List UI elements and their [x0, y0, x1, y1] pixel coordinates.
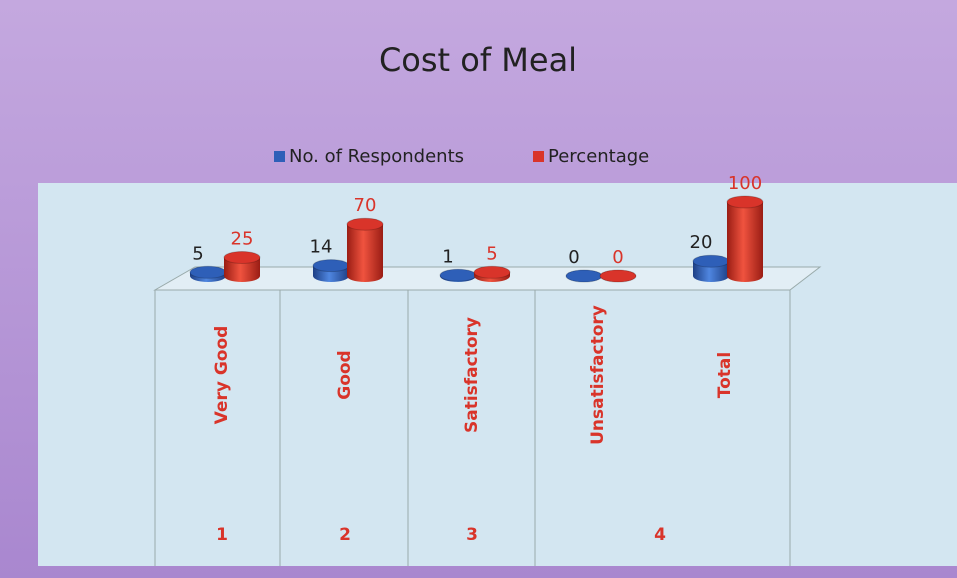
value-label: 25 [231, 229, 254, 250]
chart-title: Cost of Meal [379, 41, 577, 79]
cylinder-top [223, 251, 261, 264]
cylinder [599, 269, 637, 283]
value-label: 70 [354, 195, 377, 216]
value-label: 20 [690, 232, 713, 253]
cylinder-body [347, 224, 383, 276]
legend-swatch [533, 151, 544, 162]
value-label: 100 [728, 173, 762, 194]
cylinder [692, 254, 730, 282]
cylinder-top [565, 269, 603, 283]
value-label: 1 [442, 246, 453, 267]
cylinder-top [346, 217, 384, 231]
row-number: 3 [466, 525, 478, 545]
value-label: 0 [612, 247, 623, 268]
cylinder [439, 268, 477, 282]
row-number: 2 [339, 525, 351, 545]
plot-panel [38, 183, 957, 566]
table-lines [154, 290, 791, 566]
cylinder-top [473, 265, 511, 279]
cylinder-top [189, 265, 227, 279]
cylinder-top [312, 259, 350, 273]
value-label: 14 [310, 237, 333, 258]
cylinder-top [726, 195, 764, 209]
cylinder-top [599, 269, 637, 283]
cylinder-top [439, 268, 477, 282]
value-label: 0 [568, 247, 579, 268]
row-number: 4 [654, 525, 666, 545]
category-label: Total [715, 352, 735, 398]
cylinder [565, 269, 603, 283]
cylinder [346, 217, 384, 282]
value-label: 5 [486, 243, 497, 264]
category-label: Good [335, 350, 355, 399]
cylinder [312, 259, 350, 282]
cylinder-top [692, 254, 730, 268]
category-label: Satisfactory [462, 317, 482, 433]
cylinder [726, 195, 764, 282]
legend-label: No. of Respondents [289, 146, 464, 167]
cylinder [223, 251, 261, 282]
row-number: 1 [216, 525, 228, 545]
legend-swatch [274, 151, 285, 162]
cylinder [189, 265, 227, 282]
legend-label: Percentage [548, 146, 649, 167]
cylinder [473, 265, 511, 282]
value-label: 5 [192, 243, 203, 264]
cylinder-body [727, 202, 763, 276]
category-label: Unsatisfactory [588, 305, 608, 445]
category-label: Very Good [212, 326, 232, 425]
